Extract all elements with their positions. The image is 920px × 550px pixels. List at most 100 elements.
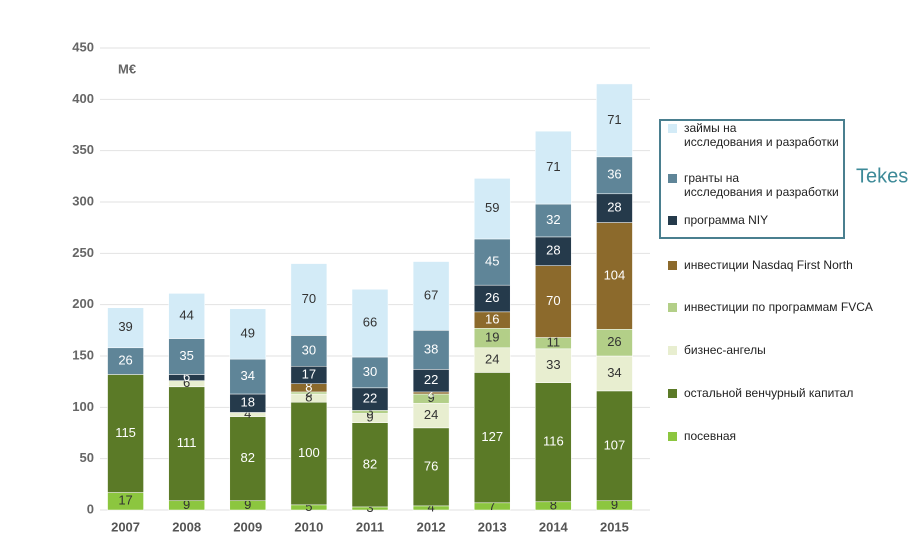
x-tick-label: 2009: [233, 519, 262, 534]
y-axis-label: M€: [118, 61, 136, 76]
legend-swatch: [668, 303, 677, 312]
y-tick-label: 200: [72, 296, 94, 311]
x-tick-label: 2011: [356, 519, 384, 534]
data-label: 3: [366, 403, 373, 418]
data-label: 17: [118, 493, 132, 508]
data-label: 49: [241, 325, 255, 340]
legend-swatch: [668, 432, 677, 441]
data-label: 8: [305, 390, 312, 405]
y-tick-label: 450: [72, 39, 94, 54]
data-label: 36: [607, 167, 621, 182]
data-label: 4: [244, 406, 251, 421]
bar-segment: [229, 308, 267, 360]
data-label: 22: [363, 391, 377, 406]
x-tick-label: 2012: [417, 519, 446, 534]
bar-segment: [473, 372, 511, 504]
data-label: 39: [118, 319, 132, 334]
bar-segment: [229, 416, 267, 502]
data-label: 26: [485, 290, 499, 305]
legend-swatch: [668, 346, 677, 355]
legend-group-box: [659, 119, 845, 239]
data-label: 67: [424, 287, 438, 302]
data-label: 32: [546, 212, 560, 227]
bar-segment: [473, 178, 511, 240]
bar-segment: [473, 347, 511, 373]
data-label: 9: [427, 390, 434, 405]
bar-segment: [596, 193, 633, 223]
legend-label: инвестиции Nasdaq First North: [684, 258, 853, 272]
bar-segment: [290, 401, 328, 506]
legend-swatch: [668, 389, 677, 398]
data-label: 11: [547, 335, 561, 350]
bar-segment: [168, 293, 205, 339]
data-label: 26: [118, 353, 132, 368]
data-label: 76: [424, 458, 438, 473]
y-tick-label: 300: [72, 193, 94, 208]
data-label: 30: [302, 342, 316, 357]
y-tick-label: 400: [72, 91, 94, 106]
bar-segment: [473, 284, 511, 313]
bar-segment: [290, 335, 328, 367]
data-label: 100: [298, 445, 320, 460]
legend-swatch: [668, 216, 677, 225]
legend-label: гранты на исследования и разработки: [684, 171, 839, 199]
data-label: 70: [302, 291, 316, 306]
bar-segment: [596, 222, 633, 330]
data-label: 111: [177, 435, 197, 450]
x-tick-label: 2007: [111, 519, 140, 534]
y-tick-label: 100: [72, 399, 94, 414]
data-label: 9: [183, 497, 190, 512]
data-label: 38: [424, 341, 438, 356]
x-tick-label: 2013: [478, 519, 507, 534]
bar-segment: [351, 422, 389, 508]
data-label: 82: [241, 450, 255, 465]
bar-segment: [351, 356, 389, 389]
data-label: 4: [427, 499, 434, 514]
legend-label: займы на исследования и разработки: [684, 121, 839, 149]
bar-segment: [351, 289, 389, 358]
bar-segment: [412, 261, 450, 331]
x-tick-label: 2014: [539, 519, 569, 534]
bar-segment: [596, 83, 633, 158]
legend-label: программа NIY: [684, 213, 769, 227]
x-tick-label: 2010: [294, 519, 323, 534]
data-label: 18: [241, 395, 255, 410]
data-label: 6: [183, 375, 190, 390]
data-label: 7: [489, 498, 496, 513]
data-label: 28: [607, 200, 621, 215]
data-label: 115: [115, 425, 136, 440]
legend-label: бизнес-ангелы: [684, 343, 766, 357]
data-label: 116: [543, 434, 564, 449]
data-label: 35: [179, 348, 193, 363]
data-label: 8: [305, 379, 312, 394]
legend-group-label: Tekes: [856, 165, 908, 187]
data-label: 104: [604, 267, 626, 282]
legend-swatch: [668, 174, 677, 183]
data-label: 19: [485, 329, 499, 344]
data-label: 22: [424, 372, 438, 387]
legend-label: инвестиции по программам FVCA: [684, 300, 873, 314]
bar-segment: [535, 203, 572, 238]
legend-swatch: [668, 261, 677, 270]
data-label: 70: [546, 293, 560, 308]
bar-segment: [107, 307, 144, 349]
data-label: 33: [546, 357, 560, 372]
legend-label: остальной венчурный капитал: [684, 386, 854, 400]
bar-segment: [596, 355, 633, 392]
data-label: 3: [366, 500, 373, 515]
legend-swatch: [668, 124, 677, 133]
y-tick-label: 250: [72, 245, 94, 260]
y-tick-label: 0: [87, 501, 94, 516]
bar-segment: [168, 386, 205, 502]
data-label: 71: [546, 159, 560, 174]
data-label: 9: [244, 497, 251, 512]
data-label: 28: [546, 243, 560, 258]
data-label: 34: [241, 368, 255, 383]
y-tick-label: 150: [72, 347, 94, 362]
data-label: 24: [424, 407, 438, 422]
bar-segment: [168, 338, 205, 375]
bar-segment: [473, 238, 511, 286]
data-label: 30: [363, 364, 377, 379]
data-label: 6: [183, 369, 190, 384]
data-label: 16: [485, 312, 499, 327]
